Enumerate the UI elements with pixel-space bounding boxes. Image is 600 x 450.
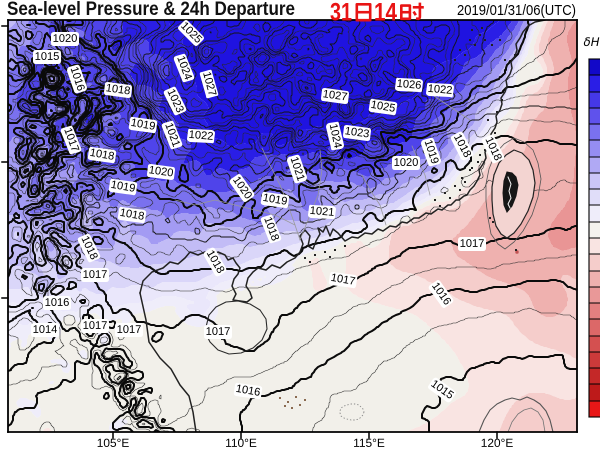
svg-text:31: 31 — [330, 0, 352, 26]
svg-text:14: 14 — [374, 0, 397, 26]
